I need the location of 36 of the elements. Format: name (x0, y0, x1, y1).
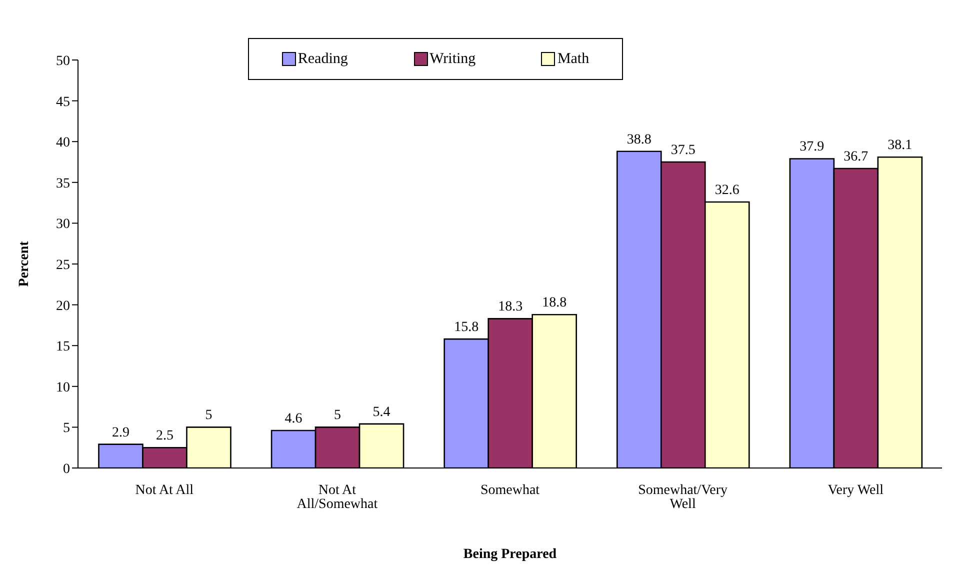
data-label: 37.9 (800, 140, 824, 155)
data-label: 5 (205, 408, 212, 424)
data-label: 2.5 (156, 428, 174, 444)
data-label: 37.5 (670, 143, 696, 158)
x-tick-label: Not At All/Somewhat (296, 482, 378, 512)
y-tick-label: 35 (56, 176, 70, 192)
y-axis-title: Percent (16, 240, 32, 287)
data-label: 5 (334, 408, 342, 424)
data-label: 18.3 (498, 300, 523, 315)
y-tick-label: 0 (63, 462, 70, 477)
data-label: 18.8 (542, 296, 567, 311)
legend-label: Math (556, 50, 590, 68)
data-label: 32.6 (714, 182, 740, 198)
y-tick-label: 25 (56, 258, 70, 273)
data-label: 2.9 (112, 425, 130, 440)
y-tick-label: 40 (56, 136, 70, 151)
data-label: 38.8 (626, 132, 652, 148)
legend-label: Reading (296, 50, 348, 68)
y-tick-label: 10 (56, 380, 70, 396)
x-tick-label: Somewhat (480, 482, 540, 498)
y-tick-label: 50 (56, 54, 70, 69)
data-label: 15.8 (454, 320, 479, 336)
y-tick-label: 5 (63, 421, 70, 436)
y-tick-label: 45 (56, 94, 70, 110)
y-tick-label: 30 (56, 217, 70, 232)
y-tick-label: 20 (56, 298, 70, 314)
x-tick-label: Not At All (135, 482, 194, 498)
legend-label: Writing (428, 50, 476, 68)
data-label: 5.4 (372, 404, 390, 420)
data-label: 38.1 (888, 138, 912, 154)
data-label: 4.6 (284, 411, 302, 426)
x-tick-label: Somewhat/Very Well (638, 482, 728, 512)
x-tick-label: Very Well (828, 482, 884, 498)
x-axis-title: Being Prepared (463, 546, 557, 562)
data-label: 36.7 (844, 150, 868, 165)
y-tick-label: 15 (56, 340, 70, 355)
